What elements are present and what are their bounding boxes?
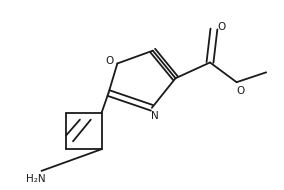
Text: O: O bbox=[218, 22, 226, 32]
Text: N: N bbox=[151, 111, 159, 121]
Text: O: O bbox=[105, 56, 114, 66]
Text: O: O bbox=[236, 86, 245, 96]
Text: H₂N: H₂N bbox=[26, 174, 45, 184]
